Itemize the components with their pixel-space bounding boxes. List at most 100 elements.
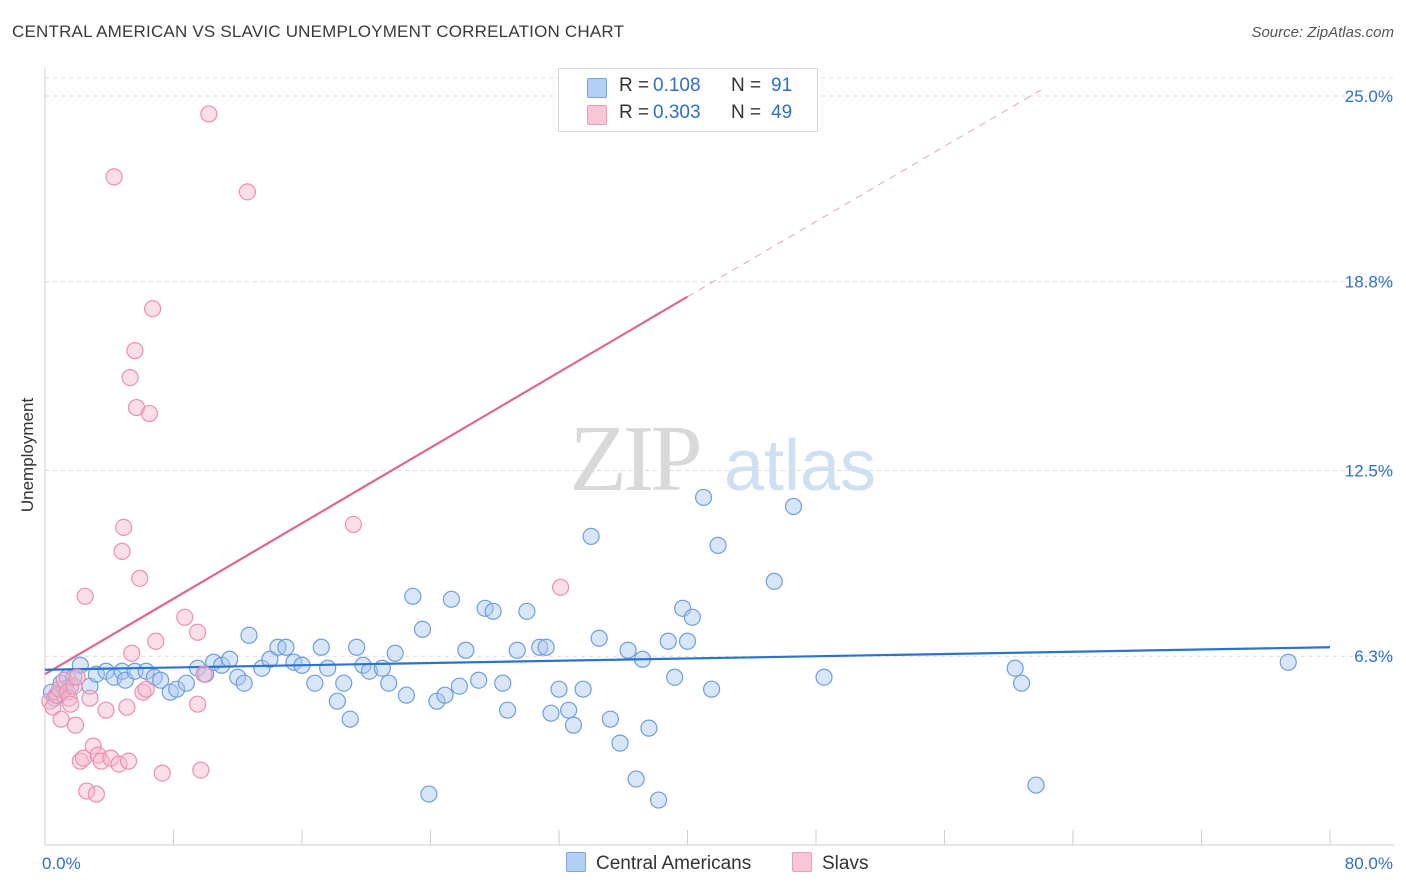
central-americans-point[interactable] [494, 674, 512, 692]
central-americans-point[interactable] [306, 674, 324, 692]
central-americans-point[interactable] [348, 638, 366, 656]
central-americans-point[interactable] [328, 692, 346, 710]
central-americans-point[interactable] [221, 650, 239, 668]
central-americans-point[interactable] [386, 644, 404, 662]
legend-item-slavs[interactable]: Slavs [792, 852, 868, 875]
central-americans-point[interactable] [277, 638, 295, 656]
slavs-point[interactable] [134, 683, 152, 701]
slavs-point[interactable] [97, 701, 115, 719]
central-americans-point[interactable] [550, 680, 568, 698]
central-americans-point[interactable] [601, 710, 620, 728]
slavs-point[interactable] [188, 695, 207, 713]
central-americans-point[interactable] [436, 686, 454, 704]
central-americans-point[interactable] [582, 527, 600, 545]
central-americans-point[interactable] [666, 668, 684, 686]
slavs-point[interactable] [74, 749, 93, 767]
slavs-point[interactable] [66, 716, 85, 734]
slavs-point[interactable] [192, 761, 210, 779]
slavs-point[interactable] [65, 677, 83, 695]
central-americans-point[interactable] [235, 674, 253, 692]
central-americans-point[interactable] [590, 629, 608, 647]
central-americans-point[interactable] [709, 536, 727, 554]
central-americans-point[interactable] [765, 572, 783, 590]
slavs-point[interactable] [200, 105, 218, 123]
slavs-point[interactable] [68, 668, 86, 686]
central-americans-point[interactable] [694, 488, 713, 507]
central-americans-point[interactable] [1006, 659, 1024, 677]
central-americans-point[interactable] [341, 710, 359, 728]
central-americans-point[interactable] [168, 680, 186, 698]
central-americans-point[interactable] [702, 680, 721, 698]
slavs-point[interactable] [62, 695, 80, 713]
central-americans-point[interactable] [659, 632, 677, 650]
slavs-point[interactable] [188, 623, 207, 641]
central-americans-point[interactable] [499, 701, 517, 719]
slavs-point[interactable] [81, 689, 99, 707]
slavs-point[interactable] [123, 644, 141, 662]
central-americans-point[interactable] [1279, 653, 1297, 671]
slavs-point[interactable] [71, 752, 89, 770]
central-americans-point[interactable] [397, 686, 416, 704]
central-americans-point[interactable] [470, 671, 488, 689]
slavs-point[interactable] [78, 782, 96, 800]
slavs-point[interactable] [153, 764, 171, 782]
central-americans-point[interactable] [380, 674, 398, 692]
slavs-point[interactable] [105, 168, 123, 186]
central-americans-point[interactable] [574, 680, 592, 698]
central-americans-point[interactable] [442, 590, 460, 608]
slavs-point[interactable] [121, 369, 139, 387]
central-americans-point[interactable] [229, 668, 247, 686]
slavs-point[interactable] [87, 785, 106, 803]
central-americans-point[interactable] [413, 620, 432, 638]
central-americans-point[interactable] [531, 638, 549, 656]
central-americans-point[interactable] [152, 671, 170, 689]
central-americans-point[interactable] [518, 602, 536, 620]
central-americans-point[interactable] [319, 659, 337, 677]
central-americans-point[interactable] [649, 791, 668, 809]
slavs-point[interactable] [137, 680, 155, 698]
central-americans-point[interactable] [373, 659, 391, 677]
central-americans-point[interactable] [640, 719, 658, 737]
slavs-point[interactable] [118, 698, 136, 716]
central-americans-point[interactable] [627, 770, 645, 788]
central-americans-point[interactable] [784, 497, 803, 516]
central-americans-point[interactable] [457, 641, 475, 659]
central-americans-point[interactable] [815, 668, 833, 686]
central-americans-point[interactable] [537, 638, 555, 656]
slavs-point[interactable] [110, 755, 128, 773]
legend-item-central-americans[interactable]: Central Americans [566, 852, 751, 875]
slavs-point[interactable] [84, 737, 102, 755]
slavs-point[interactable] [76, 587, 94, 605]
central-americans-point[interactable] [560, 701, 578, 719]
slavs-point[interactable] [238, 183, 256, 201]
central-americans-point[interactable] [508, 641, 526, 659]
central-americans-point[interactable] [683, 608, 701, 626]
slavs-point[interactable] [119, 752, 138, 770]
slavs-point[interactable] [126, 342, 144, 360]
slavs-point[interactable] [144, 300, 162, 318]
central-americans-point[interactable] [542, 704, 560, 722]
slavs-point[interactable] [92, 752, 110, 770]
slavs-point[interactable] [115, 518, 133, 537]
slavs-point[interactable] [344, 515, 362, 534]
central-americans-point[interactable] [312, 638, 330, 656]
central-americans-point[interactable] [404, 587, 422, 605]
slavs-point[interactable] [140, 404, 159, 423]
slavs-point[interactable] [131, 569, 149, 587]
central-americans-point[interactable] [611, 734, 629, 752]
central-americans-point[interactable] [240, 626, 258, 644]
central-americans-point[interactable] [450, 677, 469, 695]
central-americans-point[interactable] [87, 665, 106, 683]
central-americans-point[interactable] [335, 674, 353, 692]
slavs-point[interactable] [552, 578, 570, 596]
slavs-point[interactable] [52, 710, 70, 728]
central-americans-point[interactable] [177, 674, 195, 692]
central-americans-point[interactable] [619, 641, 637, 659]
central-americans-point[interactable] [484, 602, 502, 620]
central-americans-point[interactable] [678, 632, 697, 650]
central-americans-point[interactable] [564, 716, 583, 734]
slavs-point[interactable] [113, 542, 131, 560]
slavs-point[interactable] [195, 665, 213, 683]
central-americans-point[interactable] [420, 785, 438, 803]
central-americans-point[interactable] [261, 650, 279, 668]
